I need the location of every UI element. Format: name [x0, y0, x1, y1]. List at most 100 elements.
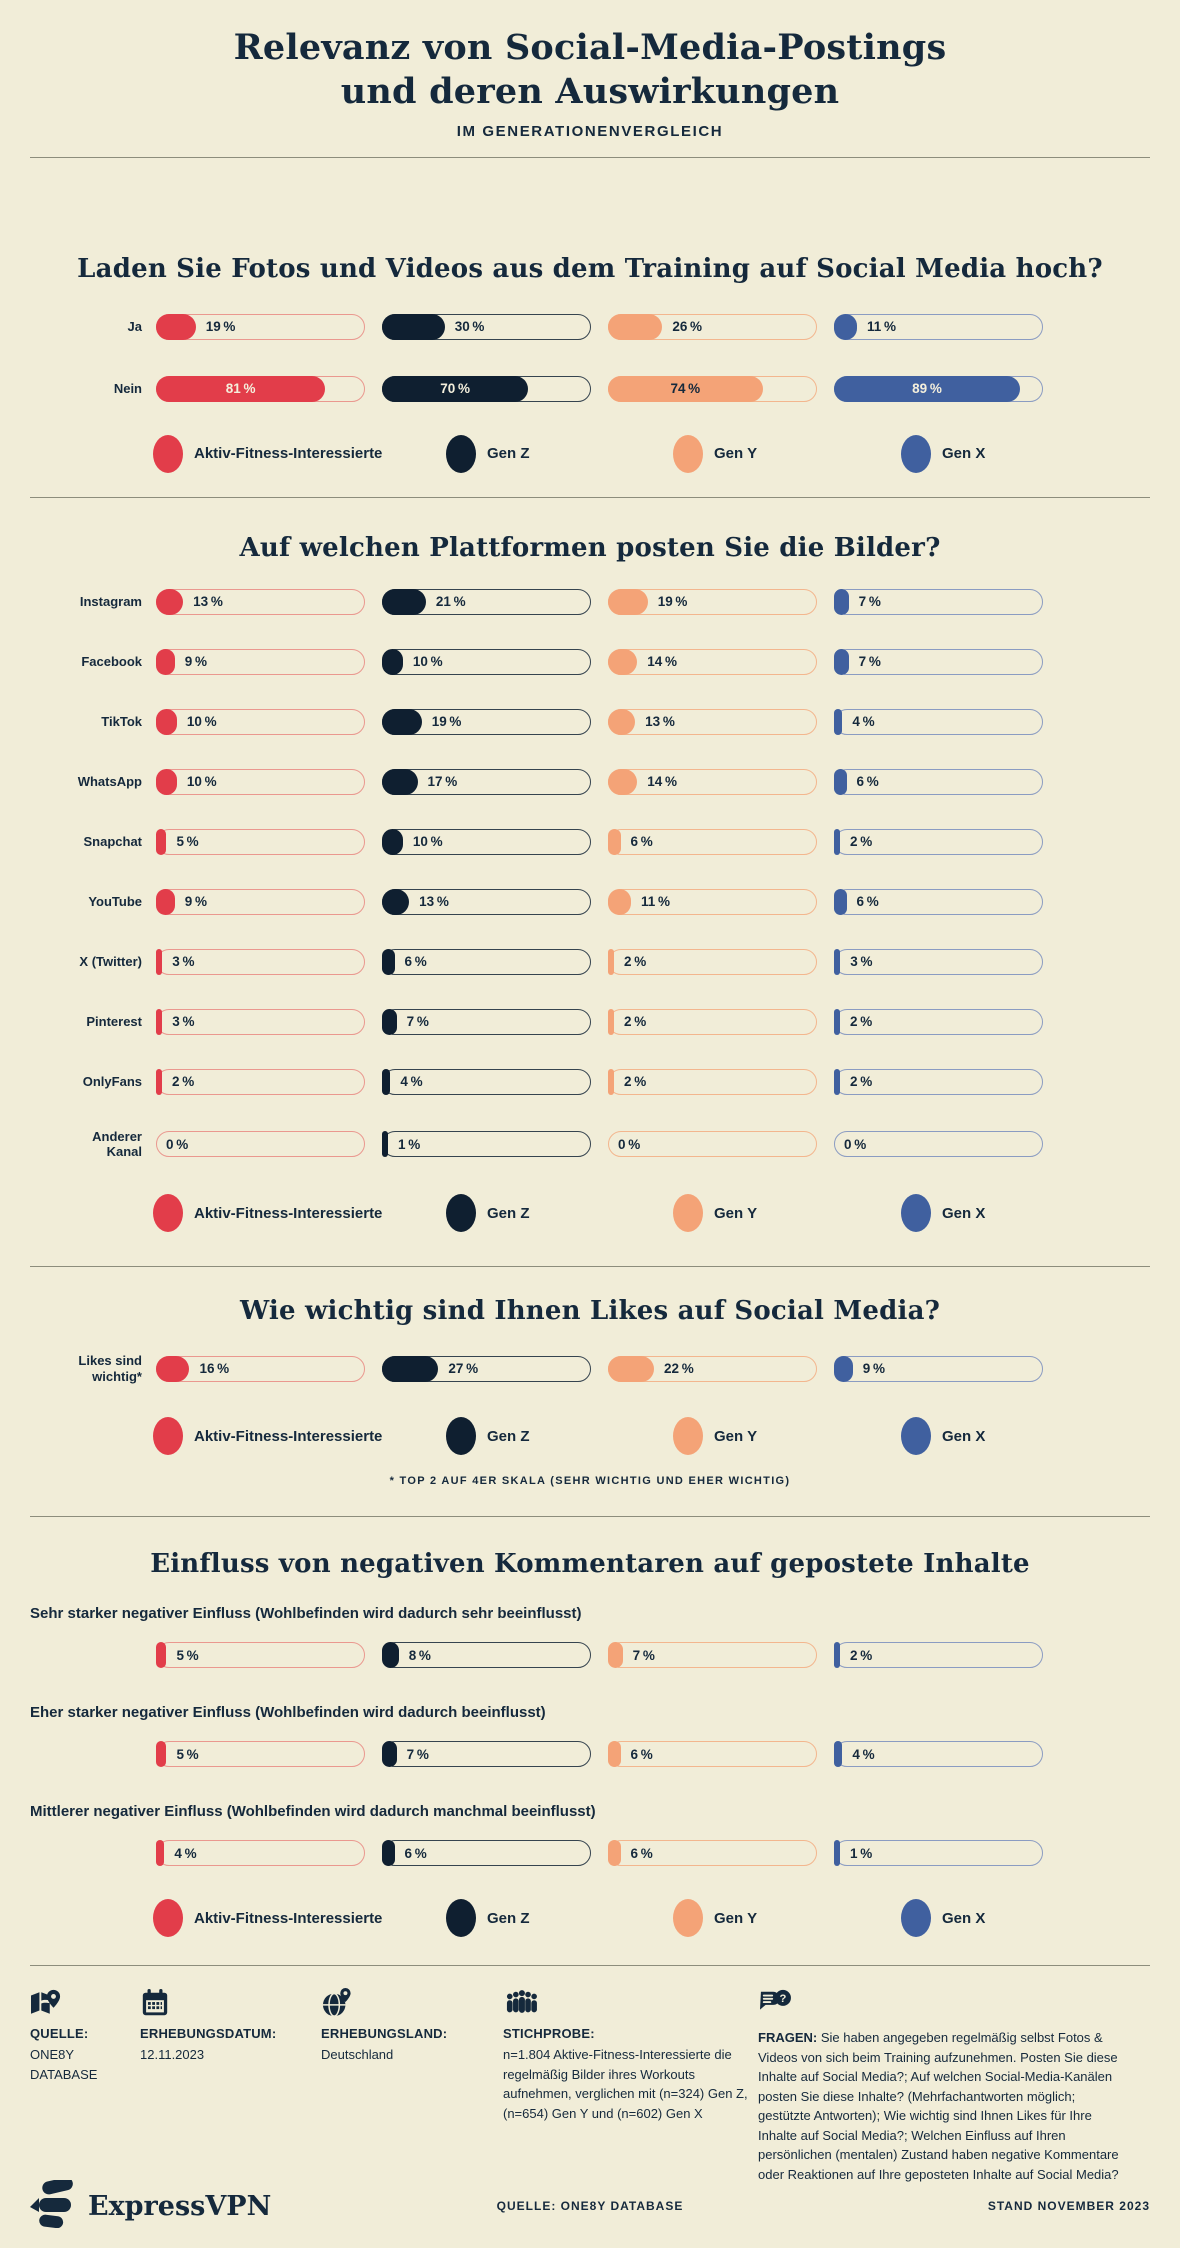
bar-track: 19 % — [156, 313, 365, 340]
bar-value-label: 7 % — [858, 654, 881, 670]
bar-row: Nein 81 % 70 % 74 % 89 % — [30, 375, 1150, 402]
legend-item: Aktiv-Fitness-Interessierte — [153, 433, 382, 475]
bar-fill — [382, 588, 426, 615]
bar-track: 2 % — [834, 1068, 1043, 1095]
bar-track: 2 % — [834, 828, 1043, 855]
bar-row: 5 % 7 % 6 % 4 % — [156, 1741, 1150, 1768]
bar-track: 0 % — [156, 1131, 365, 1158]
bar-tracks: 3 % 6 % 2 % 3 % — [156, 948, 1043, 975]
bar-fill — [156, 1008, 163, 1035]
bar-track: 11 % — [608, 888, 817, 915]
footer-text: ONE8Y DATABASE — [30, 2047, 98, 2082]
bar-track: 5 % — [156, 1741, 365, 1768]
calendar-icon — [140, 1988, 310, 2018]
bar-value-label: 17 % — [427, 774, 458, 790]
bar-row-label: YouTube — [88, 894, 142, 910]
bar-fill — [834, 1008, 840, 1035]
legend-label: Gen Z — [487, 1427, 530, 1445]
legend-label: Gen Y — [714, 1204, 758, 1222]
bar-value-label: 22 % — [663, 1361, 694, 1377]
bar-row-label: X (Twitter) — [79, 954, 142, 970]
bar-fill — [156, 708, 177, 735]
bar-fill — [156, 888, 175, 915]
bar-fill — [382, 1840, 395, 1867]
legend-label: Gen Z — [487, 445, 530, 463]
page-title-line2: und deren Auswirkungen — [340, 71, 840, 113]
header: Relevanz von Social-Media-Postings und de… — [30, 0, 1150, 140]
bar-value-label: 2 % — [850, 1074, 873, 1090]
bar-track: 9 % — [834, 1355, 1043, 1382]
bar-track: 70 % — [382, 375, 591, 402]
section-divider — [30, 496, 1150, 498]
bar-track: 17 % — [382, 768, 591, 795]
bar-value-label: 10 % — [412, 654, 443, 670]
bar-row: Facebook 9 % 10 % 14 % 7 % — [30, 648, 1150, 675]
legend-item: Gen X — [901, 1897, 985, 1939]
footer-col-erhebungsdatum: ERHEBUNGSDATUM: 12.11.2023 — [140, 1988, 310, 2065]
bar-value-label: 10 % — [412, 834, 443, 850]
footer: QUELLE: ONE8Y DATABASE ERHEBUNGSDATUM: 1… — [30, 1988, 1150, 2182]
bar-fill — [834, 375, 1020, 402]
chart-section: Auf welchen Plattformen posten Sie die B… — [30, 533, 1150, 1268]
map-location-icon — [30, 1988, 122, 2018]
legend-label: Gen Z — [487, 1909, 530, 1927]
bar-value-label: 6 % — [630, 1845, 653, 1861]
bar-value-label: 16 % — [199, 1361, 230, 1377]
bar-track: 89 % — [834, 375, 1043, 402]
bar-fill — [382, 1008, 397, 1035]
chart-rows: Instagram 13 % 21 % 19 % 7 % Facebook 9 % 10 % 1… — [30, 588, 1150, 1160]
page-title: Relevanz von Social-Media-Postings und de… — [30, 26, 1150, 115]
bar-track: 6 % — [608, 1840, 817, 1867]
bar-value-label: 9 % — [184, 654, 208, 670]
bar-track: 2 % — [834, 1008, 1043, 1035]
bar-value-label: 4 % — [852, 714, 875, 730]
bar-value-label: 6 % — [404, 954, 427, 970]
globe-pin-icon — [321, 1988, 491, 2018]
bar-row: X (Twitter) 3 % 6 % 2 % 3 % — [30, 948, 1150, 975]
bar-track: 10 % — [156, 768, 365, 795]
bar-fill — [834, 1642, 840, 1669]
bar-track: 0 % — [608, 1131, 817, 1158]
bar-track: 3 % — [156, 1008, 365, 1035]
legend-item: Gen Z — [446, 1192, 530, 1234]
legend-item: Aktiv-Fitness-Interessierte — [153, 1897, 382, 1939]
bar-value-label: 8 % — [408, 1647, 431, 1663]
legend-swatch — [446, 1899, 476, 1938]
bar-fill — [608, 948, 614, 975]
bar-fill — [382, 708, 422, 735]
bar-row: Instagram 13 % 21 % 19 % 7 % — [30, 588, 1150, 615]
footer-text: n=1.804 Aktive-Fitness-Interessierte die… — [503, 2047, 748, 2121]
legend-item: Gen X — [901, 433, 985, 475]
legend: Aktiv-Fitness-Interessierte Gen Z Gen Y Gen… — [30, 1897, 1150, 1939]
bar-track: 26 % — [608, 313, 817, 340]
bar-fill — [156, 313, 196, 340]
legend-swatch — [673, 1194, 703, 1233]
bar-track: 4 % — [834, 1741, 1043, 1768]
bar-value-label: 13 % — [645, 714, 675, 730]
bar-track: 27 % — [382, 1355, 591, 1382]
legend-item: Aktiv-Fitness-Interessierte — [153, 1192, 382, 1234]
bar-track: 81 % — [156, 375, 365, 402]
bar-tracks: 10 % 17 % 14 % 6 % — [156, 768, 1043, 795]
bar-value-label: 0 % — [618, 1136, 641, 1152]
bar-value-label: 26 % — [672, 319, 703, 335]
bar-track: 2 % — [608, 1068, 817, 1095]
bar-fill — [156, 1642, 167, 1669]
bar-fill — [834, 948, 841, 975]
bar-value-label: 6 % — [630, 1746, 653, 1762]
legend-label: Gen X — [942, 1204, 986, 1222]
bar-track: 9 % — [156, 888, 365, 915]
footer-col-erhebungsland: ERHEBUNGSLAND: Deutschland — [321, 1988, 491, 2065]
bar-row: 5 % 8 % 7 % 2 % — [156, 1642, 1150, 1669]
bar-fill — [382, 948, 395, 975]
section-divider — [30, 1516, 1150, 1518]
legend-swatch — [901, 1417, 931, 1456]
bar-track: 4 % — [156, 1840, 365, 1867]
bar-row-label: WhatsApp — [77, 774, 142, 790]
bar-value-label: 13 % — [419, 894, 449, 910]
legend-item: Gen Y — [673, 1897, 757, 1939]
bar-track: 19 % — [382, 708, 591, 735]
bar-track: 3 % — [834, 948, 1043, 975]
bar-value-label: 1 % — [850, 1845, 873, 1861]
bar-value-label: 2 % — [624, 1074, 647, 1090]
